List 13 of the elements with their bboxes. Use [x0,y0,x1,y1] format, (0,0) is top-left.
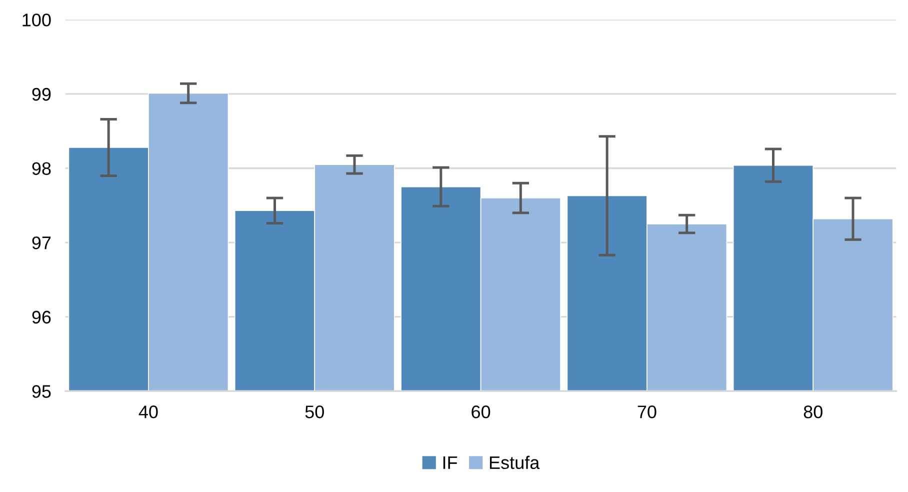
legend-label: Estufa [490,456,540,470]
y-tick-label: 100 [22,14,51,26]
y-tick-label: 98 [32,162,51,175]
legend-label: IF [443,456,458,469]
x-tick-label: 40 [138,406,158,418]
y-tick-label: 97 [32,236,51,250]
y-tick-label: 95 [32,385,51,398]
x-tick-label: 60 [472,406,490,418]
y-tick-label: 99 [32,88,51,101]
x-tick-label: 50 [305,406,324,418]
x-tick-label: 80 [804,406,822,418]
y-tick-label: 96 [32,310,51,324]
x-tick-label: 70 [638,406,656,418]
